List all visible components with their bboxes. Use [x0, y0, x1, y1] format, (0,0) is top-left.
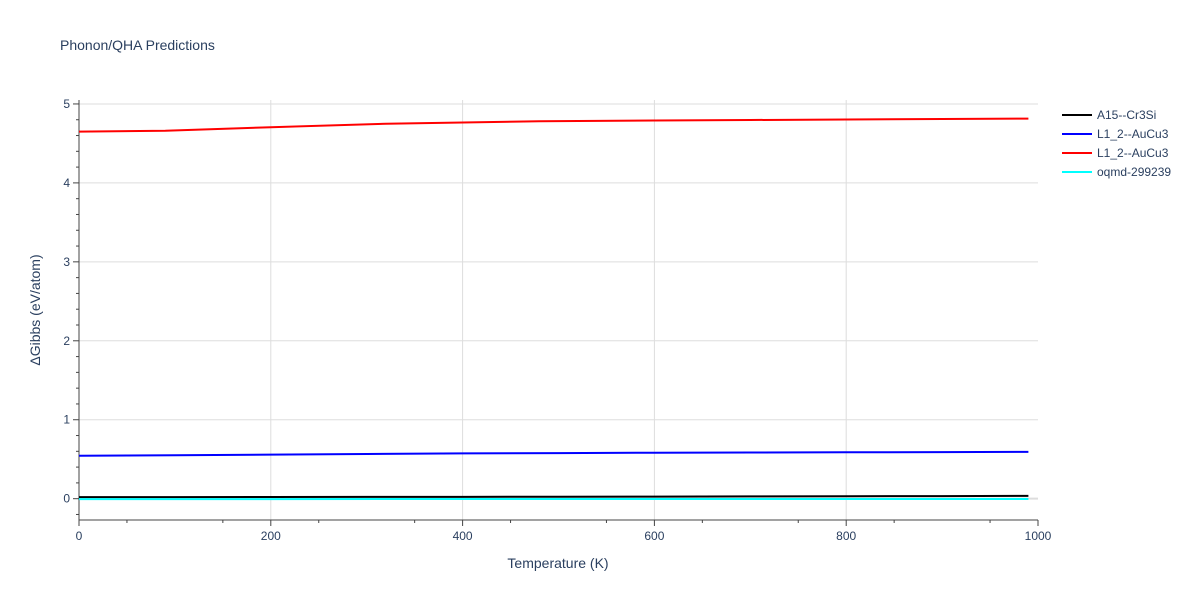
x-tick-label: 0 — [76, 529, 83, 543]
y-tick-label: 3 — [63, 255, 70, 269]
y-tick-label: 0 — [63, 492, 70, 506]
x-axis-title: Temperature (K) — [507, 555, 608, 571]
legend-label-3: L1_2--AuCu3 — [1097, 146, 1169, 160]
y-tick-labels: 0 1 2 3 4 5 — [63, 97, 70, 506]
legend-label-1: A15--Cr3Si — [1097, 108, 1156, 122]
legend: A15--Cr3Si L1_2--AuCu3 L1_2--AuCu3 oqmd-299… — [1062, 108, 1171, 179]
legend-label-2: L1_2--AuCu3 — [1097, 127, 1169, 141]
axes — [73, 100, 1039, 526]
legend-label-4: oqmd-299239 — [1097, 165, 1171, 179]
x-tick-label: 1000 — [1025, 529, 1052, 543]
series-line-3 — [78, 117, 1029, 133]
series-lines — [78, 117, 1029, 501]
series-line-2 — [78, 450, 1029, 457]
x-tick-label: 200 — [261, 529, 281, 543]
y-tick-label: 1 — [63, 413, 70, 427]
x-tick-label: 800 — [836, 529, 856, 543]
grid-lines — [79, 100, 1038, 520]
series-line-1 — [79, 494, 1029, 499]
x-tick-label: 400 — [453, 529, 473, 543]
chart-title: Phonon/QHA Predictions — [60, 37, 215, 53]
y-tick-label: 5 — [63, 97, 70, 111]
y-axis-title: ΔGibbs (eV/atom) — [27, 254, 43, 365]
y-tick-label: 2 — [63, 334, 70, 348]
x-tick-labels: 0 200 400 600 800 1000 — [76, 529, 1052, 543]
y-tick-label: 4 — [63, 176, 70, 190]
x-tick-label: 600 — [644, 529, 664, 543]
